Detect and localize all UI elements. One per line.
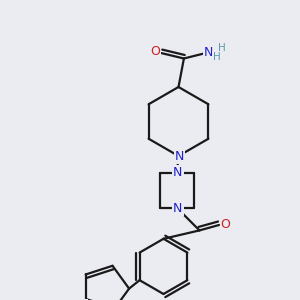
Text: N: N [204,46,213,59]
Text: O: O [150,45,160,58]
Text: O: O [221,218,230,231]
Text: H: H [218,43,226,53]
Text: N: N [173,202,183,215]
Text: N: N [173,166,183,179]
Text: N: N [175,149,184,163]
Text: H: H [213,52,221,62]
